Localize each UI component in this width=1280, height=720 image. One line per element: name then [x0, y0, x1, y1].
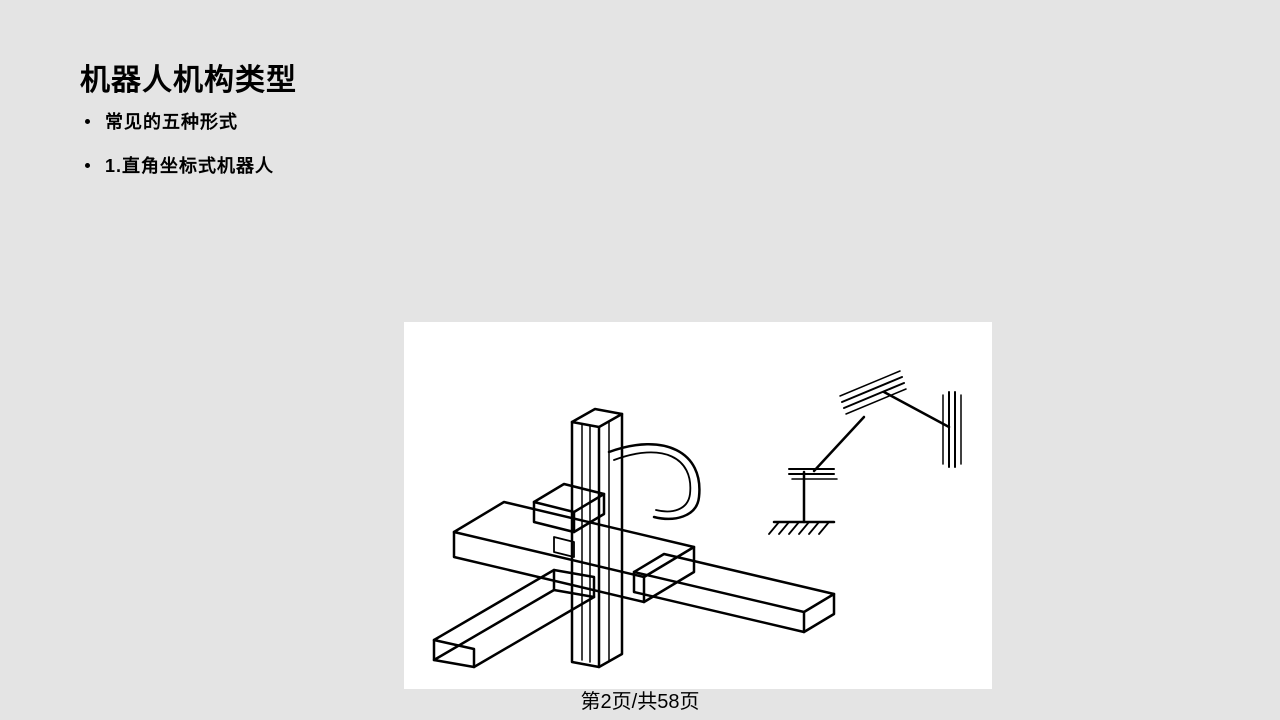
bullet-text: 1.直角坐标式机器人: [105, 152, 274, 178]
robot-diagram: [404, 322, 992, 689]
slide-title: 机器人机构类型: [80, 55, 297, 99]
list-item: 常见的五种形式: [85, 108, 274, 134]
bullet-icon: [85, 119, 90, 124]
bullet-icon: [85, 163, 90, 168]
slide: 机器人机构类型 常见的五种形式 1.直角坐标式机器人: [0, 0, 1280, 720]
figure-panel: [404, 322, 992, 689]
page-indicator: 第2页/共58页: [581, 685, 700, 714]
bullet-list: 常见的五种形式 1.直角坐标式机器人: [85, 108, 274, 196]
list-item: 1.直角坐标式机器人: [85, 152, 274, 178]
bullet-text: 常见的五种形式: [105, 108, 238, 134]
